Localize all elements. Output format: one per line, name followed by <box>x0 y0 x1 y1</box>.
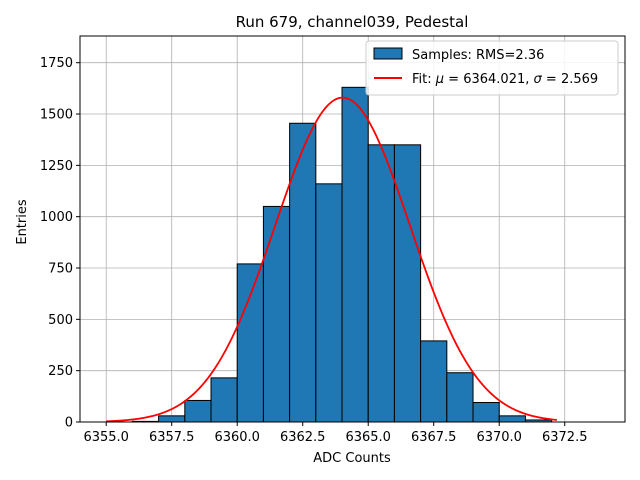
plot-frame <box>79 35 626 423</box>
chart-title: Run 679, channel039, Pedestal <box>236 13 469 31</box>
x-tick-label: 6360.0 <box>214 430 260 445</box>
y-axis-label: Entries <box>15 199 30 245</box>
x-tick-label: 6370.0 <box>476 430 522 445</box>
fit-mu-equals: = <box>444 72 463 87</box>
fit-sigma-equals: = <box>542 72 561 87</box>
histogram-bar <box>367 144 395 423</box>
histogram-bar <box>472 401 500 423</box>
x-tick-label: 6362.5 <box>280 430 326 445</box>
x-tick-label: 6355.0 <box>83 430 129 445</box>
histogram-bar <box>393 144 422 423</box>
x-tick-label: 6357.5 <box>149 430 195 445</box>
legend-label-fit: Fit: μ = 6364.021, σ = 2.569 <box>412 72 598 87</box>
histogram-bar <box>236 263 264 423</box>
histogram-bar <box>289 122 317 423</box>
y-tick-label: 1500 <box>40 108 73 123</box>
y-tick-label: 500 <box>48 313 73 328</box>
histogram-bar <box>420 340 448 423</box>
legend-swatch-samples <box>373 47 403 60</box>
histogram-bar <box>498 415 526 423</box>
legend: Samples: RMS=2.36 Fit: μ = 6364.021, σ =… <box>365 40 619 96</box>
histogram-bar <box>341 86 369 423</box>
y-tick-label: 750 <box>48 262 73 277</box>
fit-separator: , <box>525 72 533 87</box>
fit-mu-symbol: μ <box>435 72 444 87</box>
y-tick-label: 1750 <box>40 56 73 71</box>
fit-prefix: Fit: <box>412 72 436 87</box>
histogram-bar <box>315 183 343 423</box>
y-tick-label: 0 <box>65 416 73 431</box>
y-axis: 0 250 500 750 1000 1250 1500 1750 <box>40 56 80 431</box>
x-tick-label: 6365.0 <box>345 430 391 445</box>
legend-box <box>365 40 619 96</box>
x-tick-label: 6367.5 <box>411 430 457 445</box>
x-axis-label: ADC Counts <box>313 451 391 466</box>
y-tick-label: 250 <box>48 364 73 379</box>
legend-label-samples: Samples: RMS=2.36 <box>412 48 544 63</box>
x-axis: 6355.0 6357.5 6360.0 6362.5 6365.0 6367.5 6370… <box>83 422 587 445</box>
histogram-bar <box>158 415 186 423</box>
x-tick-label: 6372.5 <box>542 430 588 445</box>
histogram-bar <box>446 372 474 423</box>
fit-curve <box>106 96 557 423</box>
histogram-bar <box>184 399 212 423</box>
fit-sigma-symbol: σ <box>534 72 543 87</box>
fit-sigma-value: 2.569 <box>561 72 598 87</box>
histogram-bar <box>262 205 291 423</box>
histogram-bar <box>210 377 238 423</box>
y-tick-label: 1000 <box>40 210 73 225</box>
fit-mu-value: 6364.021 <box>463 72 525 87</box>
y-tick-label: 1250 <box>40 159 73 174</box>
histogram-bars <box>131 86 553 423</box>
